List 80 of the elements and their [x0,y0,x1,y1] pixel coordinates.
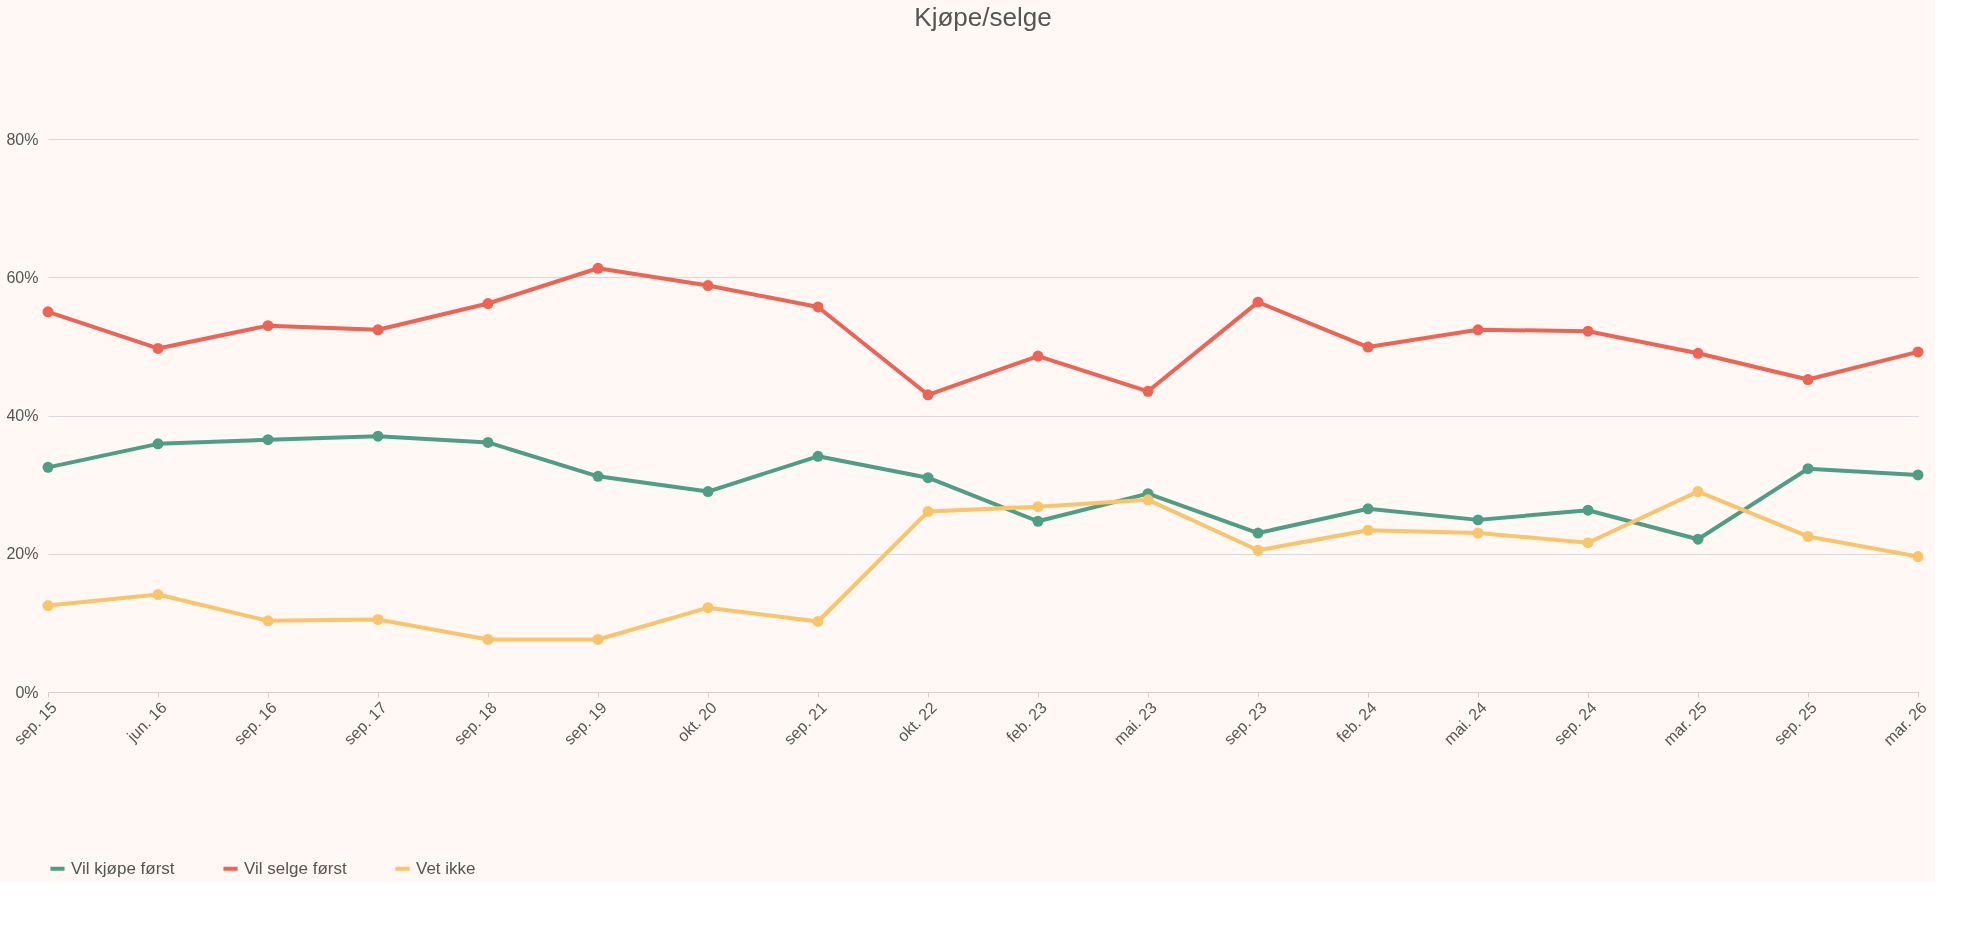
y-tick-label: 20% [6,545,39,563]
y-tick-label: 0% [15,683,39,701]
point [812,616,824,627]
point [702,486,714,497]
legend-label: Vil selge først [244,858,347,878]
point [262,320,274,332]
point [1802,463,1814,475]
legend-label: Vil kjøpe først [71,858,175,878]
point [372,613,384,625]
point [482,634,494,645]
y-tick-label: 40% [6,407,39,424]
point [1032,515,1044,527]
point [262,615,274,627]
chart-title: Kjøpe/selge [914,2,1052,32]
x-tick-label: sep. 16 [230,698,280,748]
x-tick-label: mar. 26 [1880,698,1930,749]
point [1582,325,1594,337]
x-tick-label: sep. 24 [1550,698,1600,748]
x-tick-label: sep. 25 [1770,698,1820,748]
point [1912,551,1924,562]
point [1472,324,1484,336]
point [1472,527,1484,539]
point [1252,527,1264,539]
x-tick-label: sep. 17 [340,698,390,748]
x-tick-label: sep. 18 [450,698,500,748]
point [152,438,164,450]
point [42,600,54,612]
point [372,430,384,442]
point [152,342,164,354]
x-tick-label: sep. 19 [560,698,610,748]
x-tick-label: sep. 21 [780,698,830,748]
point [152,589,164,600]
x-tick-label: jun. 16 [123,698,170,746]
point [922,472,934,484]
point [1692,533,1704,545]
x-tick-label: sep. 23 [1220,698,1270,748]
point [702,602,714,614]
point [812,450,824,462]
x-tick-label: feb. 24 [1333,698,1380,746]
x-tick-label: okt. 22 [893,698,940,745]
point [1252,296,1264,308]
point [592,634,604,645]
point [1362,524,1374,536]
x-tick-label: mai. 24 [1440,698,1490,748]
point [482,298,494,309]
point [1692,486,1704,497]
x-tick-label: mar. 25 [1660,698,1710,749]
point [702,280,714,292]
point [592,262,604,274]
point [922,389,934,401]
point [1142,385,1154,397]
point [42,461,54,473]
point [812,301,824,313]
point [1032,501,1044,513]
point [1912,469,1924,481]
point [482,436,494,448]
point [1912,346,1924,358]
x-tick-label: mai. 23 [1110,698,1160,748]
point [1032,350,1044,362]
point [1362,503,1374,515]
x-tick-label: sep. 15 [10,698,60,748]
legend-label: Vet ikke [416,858,476,878]
point [1362,341,1374,353]
point [1142,494,1154,506]
point [1472,514,1484,526]
point [372,324,384,336]
y-tick-label: 80% [6,130,39,148]
point [592,470,604,482]
point [1252,544,1264,556]
y-tick-label: 60% [6,268,39,286]
x-tick-label: okt. 20 [673,698,720,745]
point [262,434,274,446]
x-tick-label: feb. 23 [1003,698,1050,746]
point [1692,347,1704,359]
point [1802,531,1814,542]
point [42,306,54,318]
point [1802,374,1814,386]
point [922,506,934,518]
point [1582,504,1594,516]
point [1582,537,1594,549]
